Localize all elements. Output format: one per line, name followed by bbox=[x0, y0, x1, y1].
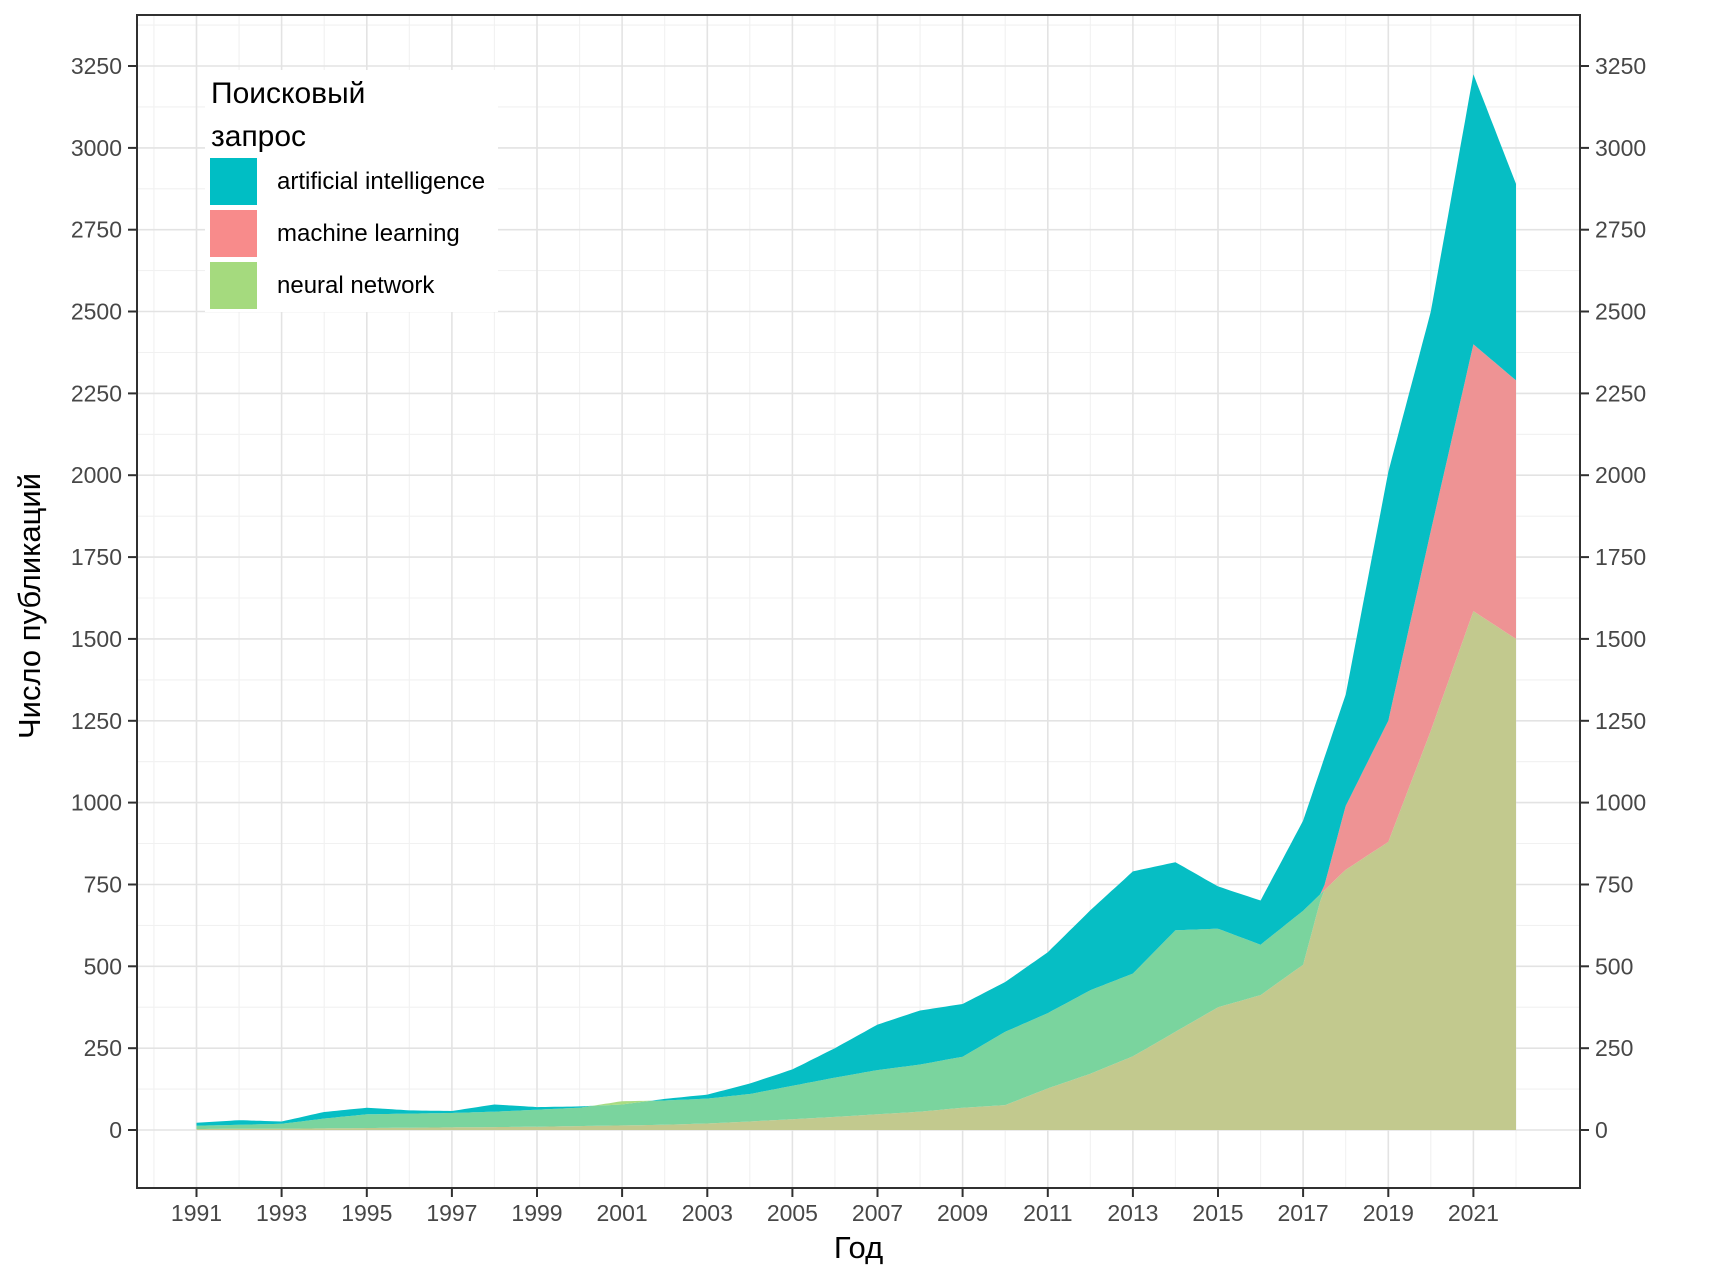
x-tick-label: 1995 bbox=[341, 1200, 392, 1226]
y-tick-label-right: 2000 bbox=[1595, 462, 1646, 488]
x-tick-labels: 1991 1993 1995 1997 1999 2001 2003 2005 2007 2009… bbox=[171, 1200, 1499, 1226]
x-tick-label: 2017 bbox=[1278, 1200, 1329, 1226]
y-tick-label-right: 1750 bbox=[1595, 544, 1646, 570]
x-tick-label: 2003 bbox=[682, 1200, 733, 1226]
legend-label: artificial intelligence bbox=[277, 167, 486, 195]
legend-title-line1: Поисковый bbox=[211, 77, 366, 110]
legend-swatch bbox=[210, 210, 257, 257]
legend: Поисковый запрос artificial intelligence… bbox=[205, 70, 498, 312]
y-tick-label-left: 1250 bbox=[71, 708, 122, 734]
y-tick-labels-left: 0 250 500 750 1000 1250 1500 1750 2000 2250 2500 27… bbox=[71, 53, 122, 1143]
x-tick-label: 1991 bbox=[171, 1200, 222, 1226]
legend-title-line2: запрос bbox=[211, 120, 307, 153]
x-axis-title: Год bbox=[833, 1230, 884, 1265]
y-tick-label-left: 2500 bbox=[71, 299, 122, 325]
y-tick-label-left: 750 bbox=[84, 872, 122, 898]
panel-border bbox=[136, 14, 1581, 1189]
y-tick-label-right: 2250 bbox=[1595, 380, 1646, 406]
y-tick-label-right: 750 bbox=[1595, 872, 1633, 898]
x-tick-label: 2015 bbox=[1192, 1200, 1243, 1226]
x-tick-label: 2009 bbox=[937, 1200, 988, 1226]
x-tick-label: 1993 bbox=[256, 1200, 307, 1226]
legend-item-0: artificial intelligence bbox=[210, 158, 485, 205]
y-tick-label-right: 3250 bbox=[1595, 53, 1646, 79]
legend-swatch bbox=[210, 262, 257, 309]
y-tick-label-right: 3000 bbox=[1595, 135, 1646, 161]
y-tick-label-right: 2750 bbox=[1595, 217, 1646, 243]
y-tick-label-left: 500 bbox=[84, 953, 122, 979]
y-tick-label-right: 2500 bbox=[1595, 299, 1646, 325]
legend-item-1: machine learning bbox=[210, 210, 485, 257]
x-tick-label: 1999 bbox=[511, 1200, 562, 1226]
legend-item-2: neural network bbox=[210, 262, 485, 309]
y-tick-label-right: 500 bbox=[1595, 953, 1633, 979]
y-tick-label-right: 0 bbox=[1595, 1117, 1608, 1143]
area-bands bbox=[196, 74, 1516, 1130]
x-tick-label: 2007 bbox=[852, 1200, 903, 1226]
y-tick-labels-right: 0 250 500 750 1000 1250 1500 1750 2000 2250 2500 27… bbox=[1595, 53, 1646, 1143]
axis-ticks bbox=[128, 65, 1589, 1197]
legend-title: Поисковый запрос bbox=[211, 72, 365, 158]
y-tick-label-left: 1500 bbox=[71, 626, 122, 652]
legend-items: artificial intelligence machine learning n… bbox=[210, 158, 485, 314]
y-tick-label-right: 1000 bbox=[1595, 790, 1646, 816]
y-tick-label-left: 1000 bbox=[71, 790, 122, 816]
x-tick-label: 2011 bbox=[1023, 1200, 1072, 1226]
y-tick-label-left: 2000 bbox=[71, 462, 122, 488]
y-tick-label-left: 3250 bbox=[71, 53, 122, 79]
band-nn-ml-overlap bbox=[196, 611, 1516, 1130]
band-nn-over-ai bbox=[196, 611, 1516, 1129]
x-tick-label: 2013 bbox=[1107, 1200, 1158, 1226]
y-tick-label-left: 0 bbox=[109, 1117, 122, 1143]
y-tick-label-left: 3000 bbox=[71, 135, 122, 161]
x-tick-label: 2005 bbox=[767, 1200, 818, 1226]
y-tick-label-right: 250 bbox=[1595, 1035, 1633, 1061]
y-tick-label-left: 2250 bbox=[71, 380, 122, 406]
y-axis-title: Число публикаций bbox=[12, 472, 47, 740]
y-tick-label-left: 250 bbox=[84, 1035, 122, 1061]
legend-label: machine learning bbox=[277, 219, 460, 247]
y-tick-label-right: 1500 bbox=[1595, 626, 1646, 652]
x-tick-label: 1997 bbox=[426, 1200, 477, 1226]
x-tick-label: 2021 bbox=[1448, 1200, 1499, 1226]
y-tick-label-left: 1750 bbox=[71, 544, 122, 570]
y-tick-label-left: 2750 bbox=[71, 217, 122, 243]
x-tick-label: 2019 bbox=[1363, 1200, 1414, 1226]
y-tick-label-right: 1250 bbox=[1595, 708, 1646, 734]
x-tick-label: 2001 bbox=[597, 1200, 648, 1226]
legend-label: neural network bbox=[277, 271, 435, 299]
legend-swatch bbox=[210, 158, 257, 205]
